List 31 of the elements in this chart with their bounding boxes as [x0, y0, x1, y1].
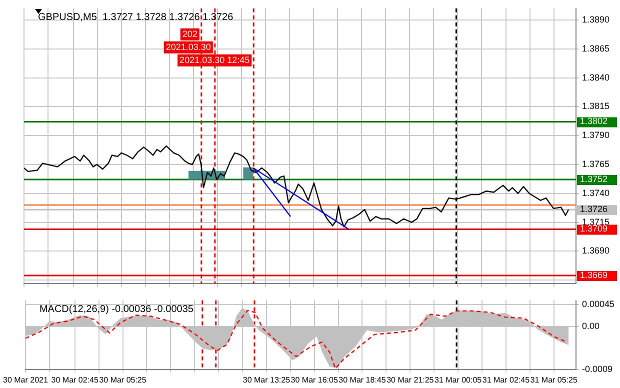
x-tick-label: 31 Mar 02:45	[482, 375, 530, 384]
chart-title: GBPUSD,M5 1.3727 1.3728 1.3726 1.3726	[38, 12, 234, 24]
y-tick-label: 0.00045	[582, 299, 615, 310]
ref-line-label: 1.3752	[580, 174, 608, 184]
y-tick-label: 1.3840	[582, 72, 610, 82]
ref-line-label: 202	[182, 28, 198, 39]
ref-line-label: 1.3709	[580, 224, 608, 234]
y-tick-label: 1.3690	[582, 246, 610, 256]
y-tick-label: 1.3765	[582, 158, 610, 169]
x-tick-label: 30 Mar 16:05	[290, 375, 338, 384]
x-tick-label: 31 Mar 05:25	[530, 375, 578, 384]
y-tick-label: 1.3740	[582, 188, 610, 198]
y-tick-label: 1.3890	[582, 14, 610, 24]
y-tick-label: 0.00	[582, 320, 600, 331]
y-tick-label: 1.3815	[582, 101, 610, 112]
chart-title: MACD(12,26,9) -0.00036 -0.00035	[39, 304, 194, 316]
x-tick-label: 30 Mar 13:25	[242, 375, 291, 384]
x-tick-label: 30 Mar 02:45	[51, 375, 99, 384]
y-tick-label: -0.0009	[582, 364, 613, 374]
y-tick-label: 1.3865	[582, 43, 610, 54]
x-tick-label: 30 Mar 18:45	[338, 375, 386, 384]
x-tick-label: 30 Mar 2021	[3, 375, 48, 384]
ref-line-label: 1.3802	[580, 116, 608, 126]
x-tick-label: 31 Mar 00:05	[434, 375, 482, 384]
ref-line-label: 2021.03.30 12:45	[180, 54, 250, 65]
x-tick-label: 30 Mar 21:25	[386, 375, 434, 384]
ref-line-label: 1.3726	[580, 204, 608, 214]
ref-line-label: 1.3669	[580, 270, 608, 280]
x-tick-label: 30 Mar 05:25	[99, 375, 147, 384]
y-tick-label: 1.3790	[582, 130, 610, 140]
ref-line-label: 2021.03.30	[166, 42, 211, 52]
